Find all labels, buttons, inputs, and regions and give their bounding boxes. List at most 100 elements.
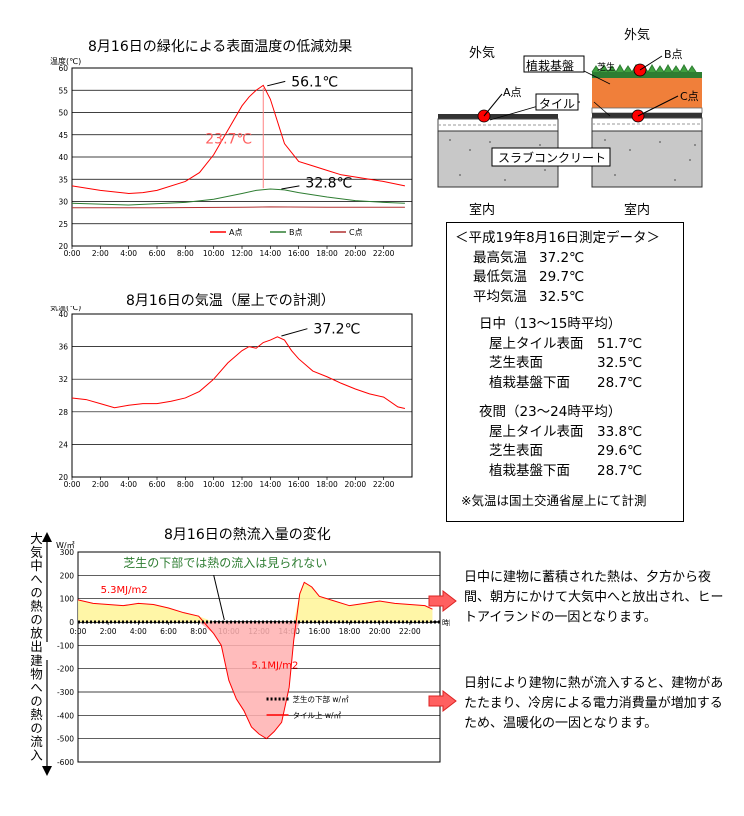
y-tick-label: 40 xyxy=(58,153,68,162)
x-tick-label: 22:00 xyxy=(373,249,395,258)
y-tick-label: 55 xyxy=(58,86,68,95)
measure-value: 33.8℃ xyxy=(597,423,643,440)
label-soil: 植栽基盤 xyxy=(526,59,575,73)
measure-label: 屋上タイル表面 xyxy=(489,423,584,440)
y-tick-label: 36 xyxy=(58,343,68,352)
x-tick-label: 4:00 xyxy=(120,480,137,489)
chart2-title: 8月16日の気温（屋上での計測） xyxy=(126,293,335,309)
label-point-c: C点 xyxy=(680,90,699,103)
measure-value: 28.7℃ xyxy=(597,462,643,479)
label-tile: タイル xyxy=(539,97,576,111)
series-c-line xyxy=(72,206,405,209)
side-label-inflow: 建物への熱の流入 xyxy=(28,654,43,762)
chart1-surface-temperature: 20 25 30 35 40 45 50 55 60 0:00 2:00 4:00 6:00 8:00 10… xyxy=(50,56,413,258)
tile-flux-line xyxy=(77,581,433,740)
y-axis-label: W/㎡ xyxy=(56,541,75,550)
indoor-right: 室内 xyxy=(624,203,651,218)
x-tick-label: 0:00 xyxy=(64,249,81,258)
y-tick-label: -200 xyxy=(57,665,74,674)
y-tick-label: 0 xyxy=(69,618,74,627)
x-tick-label: 18:00 xyxy=(339,627,361,636)
x-tick-label: 22:00 xyxy=(373,480,395,489)
air-temperature-line xyxy=(71,336,406,410)
x-tick-label: 18:00 xyxy=(316,480,338,489)
x-tick-label: 14:00 xyxy=(260,480,282,489)
y-tick-label: 40 xyxy=(58,310,68,319)
arrow-icon-1 xyxy=(428,590,457,612)
side-arrows xyxy=(42,532,52,776)
measure-header: ＜平成19年8月16日測定データ＞ xyxy=(455,230,660,246)
y-tick-label: 50 xyxy=(58,109,68,118)
measure-value: 29.6℃ xyxy=(597,443,643,459)
label-point-b: B点 xyxy=(664,48,683,61)
x-tick-label: 0:00 xyxy=(70,627,87,636)
measure-label: 最低気温 xyxy=(473,269,527,285)
label-point-a: A点 xyxy=(503,86,522,99)
x-tick-label: 2:00 xyxy=(100,627,117,636)
measure-row: 芝生表面 29.6℃ xyxy=(489,442,683,462)
x-tick-label: 4:00 xyxy=(120,249,137,258)
turf-layer xyxy=(592,72,702,78)
x-tick-label: 12:00 xyxy=(231,249,253,258)
daily-summary: 最高気温 37.2℃ 最低気温 29.7℃ 平均気温 32.5℃ xyxy=(447,249,683,308)
legend-label: A点 xyxy=(229,228,242,237)
y-tick-label: 100 xyxy=(60,595,75,604)
annotation-max-temp: 37.2℃ xyxy=(313,322,360,338)
y-tick-label: 60 xyxy=(58,64,68,73)
turf-pointer xyxy=(213,575,225,621)
x-tick-label: 16:00 xyxy=(309,627,331,636)
y-tick-label: 300 xyxy=(60,548,75,557)
measure-label: 屋上タイル表面 xyxy=(489,335,584,352)
label-turf: 芝生 xyxy=(597,63,616,73)
day-header: 日中（13～15時平均） xyxy=(479,316,622,332)
day-rows: 屋上タイル表面 51.7℃ 芝生表面 32.5℃ 植栽基盤下面 28.7℃ xyxy=(447,335,683,394)
x-tick-label: 2:00 xyxy=(92,249,109,258)
outside-left: 外気 xyxy=(469,46,496,61)
chart3-heat-flux: 300 200 100 0 -100 -200 -300 -400 -500 -600 0:00 2:… xyxy=(56,541,450,767)
annotation-turf-no-inflow: 芝生の下部では熱の流入は見られない xyxy=(123,555,327,570)
x-tick-label: 14:00 xyxy=(260,249,282,258)
y-tick-label: 200 xyxy=(60,571,75,580)
note-heat-release: 日中に建物に蓄積された熱は、夕方から夜間、朝方にかけて大気中へと放出され、ヒート… xyxy=(464,570,724,625)
night-header: 夜間（23～24時平均） xyxy=(479,404,622,420)
side-label-release: 大気中への熱の放出 xyxy=(28,532,43,654)
measure-label: 植栽基盤下面 xyxy=(489,462,570,479)
series-b-line xyxy=(71,188,405,206)
annotation-release-energy: 5.3MJ/m2 xyxy=(101,585,148,596)
y-tick-label: -100 xyxy=(57,641,74,650)
y-axis-label: 温度(℃) xyxy=(50,56,81,66)
x-tick-label: 6:00 xyxy=(149,480,166,489)
measure-row: 平均気温 32.5℃ xyxy=(473,288,683,308)
peak-a-pointer xyxy=(267,80,286,87)
y-tick-label: 25 xyxy=(58,220,68,229)
chart2-air-temperature: 20 24 28 32 36 40 0:00 2:00 4:00 6:00 8:00 10:00 12:… xyxy=(50,306,413,489)
measure-value: 29.7℃ xyxy=(539,269,585,285)
measure-row: 最高気温 37.2℃ xyxy=(473,249,683,269)
annotation-inflow-energy: 5.1MJ/m2 xyxy=(251,661,298,672)
y-tick-label: 32 xyxy=(58,375,68,384)
measure-row: 植栽基盤下面 28.7℃ xyxy=(489,462,683,482)
y-tick-label: -400 xyxy=(57,711,74,720)
measure-label: 植栽基盤下面 xyxy=(489,374,570,391)
x-tick-label: 4:00 xyxy=(130,627,147,636)
annotation-b-peak: 32.8℃ xyxy=(305,175,352,191)
chart3-title: 8月16日の熱流入量の変化 xyxy=(164,527,331,543)
footnote: ※気温は国土交通省屋上にて計測 xyxy=(461,493,647,508)
measure-label: 最高気温 xyxy=(473,249,527,266)
x-axis-label: 時間 xyxy=(442,619,450,627)
y-tick-label: 28 xyxy=(58,408,68,417)
x-tick-label: 12:00 xyxy=(231,480,253,489)
x-tick-label: 18:00 xyxy=(316,249,338,258)
measure-value: 32.5℃ xyxy=(597,355,643,371)
x-tick-label: 8:00 xyxy=(177,480,194,489)
peak-b-pointer xyxy=(281,185,300,190)
y-tick-label: 45 xyxy=(58,131,68,140)
series-a-line xyxy=(71,84,406,194)
x-tick-label: 22:00 xyxy=(399,627,421,636)
measure-value: 37.2℃ xyxy=(539,249,585,266)
y-tick-label: -300 xyxy=(57,688,74,697)
measure-value: 51.7℃ xyxy=(597,335,643,352)
x-tick-label: 8:00 xyxy=(177,249,194,258)
outside-right: 外気 xyxy=(624,28,651,43)
legend-label: 芝生の下部 w/㎡ xyxy=(293,694,350,704)
